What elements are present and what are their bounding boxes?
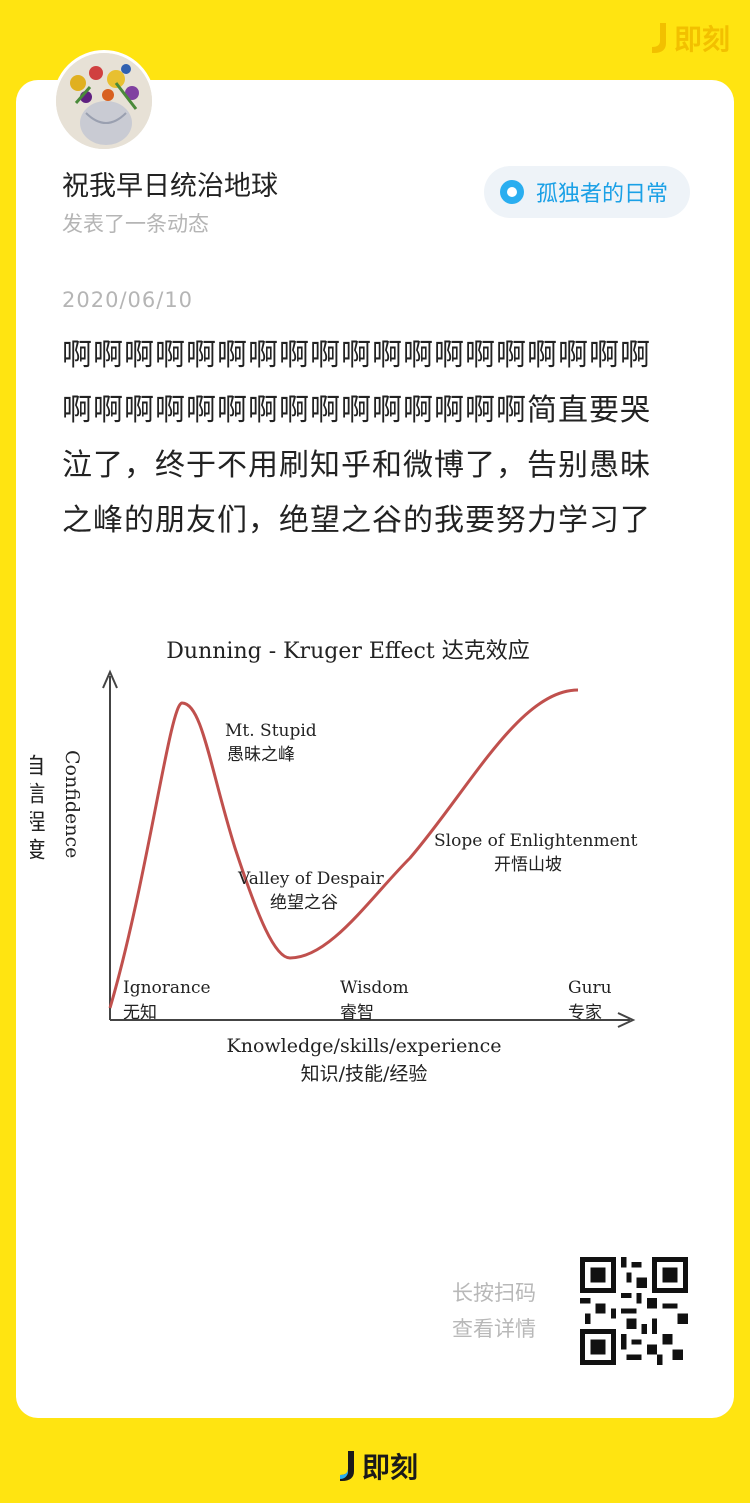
topic-icon <box>499 180 524 204</box>
post-username[interactable]: 祝我早日统治地球 <box>62 171 278 202</box>
topic-label: 孤独者的日常 <box>535 182 668 207</box>
dunning-kruger-diagram: Dunning - Kruger Effect 达克效应 自信程度 Confid… <box>30 639 638 1085</box>
annotation-valley-en: Valley of Despair <box>237 869 385 889</box>
annotation-peak-cn: 愚昧之峰 <box>227 745 295 765</box>
qr-hint-line1: 长按扫码 <box>452 1281 536 1305</box>
annotation-wisdom-en: Wisdom <box>340 978 409 998</box>
diagram-title: Dunning - Kruger Effect 达克效应 <box>166 639 529 664</box>
annotation-peak-en: Mt. Stupid <box>225 721 317 741</box>
annotation-wisdom-cn: 睿智 <box>340 1003 374 1023</box>
post-date: 2020/06/10 <box>62 288 194 312</box>
topic-tag[interactable]: 孤独者的日常 <box>483 166 690 218</box>
avatar[interactable] <box>53 50 155 152</box>
y-label-en: Confidence <box>61 750 83 858</box>
post-card: 祝我早日统治地球 发表了一条动态 孤独者的日常 2020/06/10 啊啊啊啊啊… <box>16 50 734 1418</box>
y-label-cn: 自信程度 <box>30 754 46 866</box>
jike-logo-bottom: 即刻 <box>336 1446 418 1486</box>
annotation-valley-cn: 绝望之谷 <box>270 893 338 913</box>
post-subline: 发表了一条动态 <box>62 212 209 236</box>
jike-j-icon <box>340 1451 354 1481</box>
annotation-slope-en: Slope of Enlightenment <box>434 831 638 851</box>
annotation-slope-cn: 开悟山坡 <box>494 855 562 875</box>
post-text: 啊啊啊啊啊啊啊啊啊啊啊啊啊啊啊啊啊啊啊啊啊啊啊啊啊啊啊啊啊啊啊啊啊啊简直要哭泣了… <box>62 338 651 538</box>
jike-logo-top: 即刻 <box>648 18 730 58</box>
qr-hint: 长按扫码 查看详情 <box>452 1275 536 1347</box>
x-label-cn: 知识/技能/经验 <box>301 1063 428 1085</box>
x-axis-arrow <box>617 1012 636 1028</box>
jike-j-icon <box>651 23 666 53</box>
annotation-ignorance-en: Ignorance <box>123 978 211 998</box>
annotation-guru-cn: 专家 <box>568 1003 602 1023</box>
qr-code[interactable] <box>580 1257 688 1365</box>
qr-hint-line2: 查看详情 <box>452 1317 536 1341</box>
y-axis-arrow <box>102 669 118 689</box>
confidence-curve <box>108 688 579 1009</box>
jike-logo-text: 即刻 <box>673 23 730 56</box>
annotation-guru-en: Guru <box>568 978 612 998</box>
x-label-en: Knowledge/skills/experience <box>227 1035 502 1057</box>
jike-logo-text: 即刻 <box>362 1451 419 1484</box>
annotation-ignorance-cn: 无知 <box>123 1003 157 1023</box>
